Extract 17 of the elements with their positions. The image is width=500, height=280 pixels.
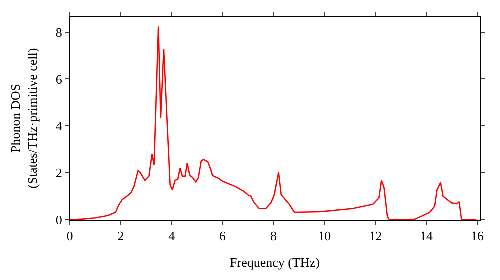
y-tick-label: 2: [56, 166, 62, 181]
x-tick-label: 14: [420, 228, 434, 244]
y-tick-label: 4: [56, 118, 63, 134]
line-series: [70, 26, 478, 220]
x-tick-label: 4: [168, 228, 176, 244]
y-axis-title: Phonon DOS (States/THz·primitive cell): [8, 48, 40, 189]
x-tick-label: 6: [220, 228, 227, 244]
y-tick-label: 6: [56, 72, 63, 87]
x-tick-label: 2: [118, 228, 124, 244]
y-tick-label: 0: [56, 212, 62, 228]
x-axis-title: Frequency (THz): [230, 255, 320, 270]
x-tick-label: 12: [369, 228, 382, 244]
x-tick-label: 8: [270, 228, 277, 244]
x-tick-label: 10: [318, 228, 332, 244]
x-tick-label: 16: [470, 228, 484, 244]
y-tick-label: 8: [56, 24, 62, 40]
x-tick-label: 0: [66, 228, 74, 244]
